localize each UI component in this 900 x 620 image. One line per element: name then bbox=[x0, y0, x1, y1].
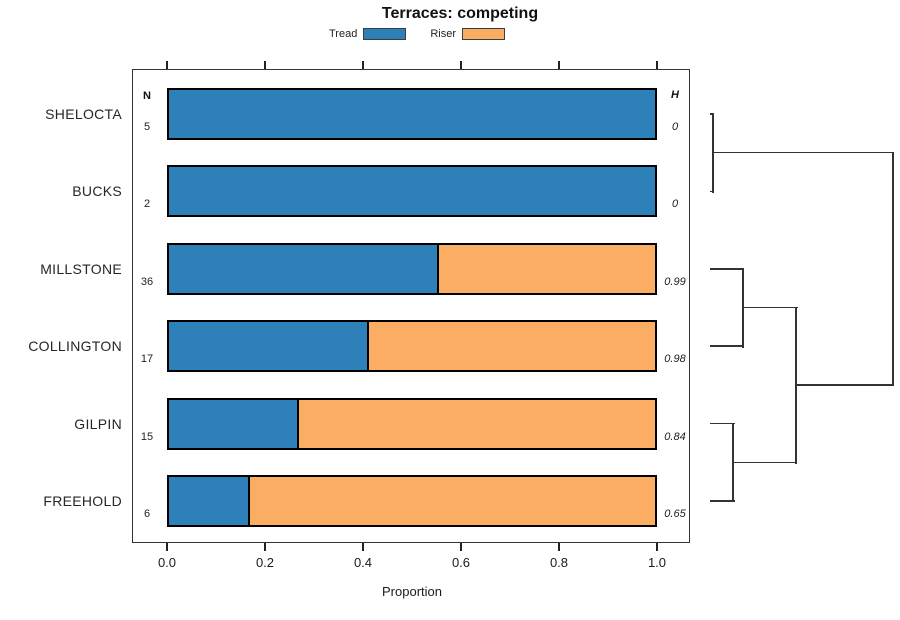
dendrogram-segment bbox=[712, 151, 895, 154]
bar-millstone bbox=[167, 242, 657, 295]
x-tick-bottom bbox=[264, 543, 266, 551]
n-value: 2 bbox=[143, 198, 151, 211]
n-column-header: N bbox=[143, 90, 151, 102]
x-tick-bottom bbox=[656, 543, 658, 551]
row-label-millstone: MILLSTONE bbox=[40, 260, 122, 277]
row-label-freehold: FREEHOLD bbox=[43, 493, 122, 509]
bar-segment-tread bbox=[169, 244, 440, 293]
x-tick-top bbox=[264, 61, 266, 69]
dendrogram-segment bbox=[795, 307, 797, 464]
legend-swatch-tread bbox=[363, 28, 407, 40]
n-value: 17 bbox=[140, 353, 154, 366]
x-tick-label: 0.0 bbox=[157, 555, 177, 570]
bar-shelocta bbox=[167, 88, 657, 140]
h-value: 0 bbox=[671, 121, 679, 133]
legend: Tread Riser bbox=[317, 26, 517, 42]
x-tick-label: 0.4 bbox=[353, 555, 373, 570]
row-label-collington: COLLINGTON bbox=[28, 338, 122, 355]
x-tick-bottom bbox=[166, 543, 168, 551]
dendrogram-segment bbox=[710, 345, 745, 347]
dendrogram-segment bbox=[710, 268, 745, 270]
dendrogram-segment bbox=[710, 500, 735, 502]
bar-segment-riser bbox=[369, 322, 655, 371]
x-tick-bottom bbox=[460, 543, 462, 551]
dendrogram-segment bbox=[710, 422, 735, 425]
plot-area bbox=[132, 69, 690, 543]
bar-segment-tread bbox=[169, 477, 251, 525]
bar-segment-riser bbox=[298, 399, 655, 448]
x-tick-label: 0.2 bbox=[255, 555, 275, 570]
h-value: 0.65 bbox=[664, 508, 686, 520]
legend-label-riser: Riser bbox=[430, 28, 456, 40]
row-label-shelocta: SHELOCTA bbox=[45, 106, 122, 122]
legend-item-riser: Riser bbox=[430, 28, 505, 40]
x-tick-label: 0.8 bbox=[549, 555, 569, 570]
bar-bucks bbox=[167, 165, 657, 218]
dendrogram-segment bbox=[742, 306, 798, 309]
x-tick-label: 0.6 bbox=[451, 555, 471, 570]
h-value: 0.99 bbox=[664, 275, 686, 288]
dendrogram-segment bbox=[710, 190, 715, 193]
dendrogram-segment bbox=[710, 113, 715, 115]
bar-collington bbox=[167, 320, 657, 373]
row-label-bucks: BUCKS bbox=[72, 183, 122, 200]
legend-label-tread: Tread bbox=[329, 28, 358, 40]
x-tick-bottom bbox=[558, 543, 560, 551]
bar-gilpin bbox=[167, 397, 657, 450]
h-value: 0.84 bbox=[664, 430, 686, 443]
h-value: 0.98 bbox=[664, 353, 686, 366]
n-value: 5 bbox=[143, 121, 151, 133]
bar-segment-tread bbox=[169, 322, 370, 371]
bar-freehold bbox=[167, 475, 657, 527]
x-tick-top bbox=[656, 61, 658, 69]
bar-segment-tread bbox=[169, 399, 299, 448]
x-tick-top bbox=[460, 61, 462, 69]
n-value: 36 bbox=[140, 275, 154, 288]
dendrogram-segment bbox=[732, 423, 734, 503]
x-axis-label: Proportion bbox=[382, 584, 442, 599]
h-value: 0 bbox=[671, 198, 679, 211]
x-tick-top bbox=[558, 61, 560, 69]
n-value: 15 bbox=[140, 430, 154, 443]
h-column-header: H bbox=[671, 89, 679, 101]
x-tick-bottom bbox=[362, 543, 364, 551]
bar-segment-riser bbox=[250, 477, 655, 525]
bar-segment-tread bbox=[169, 90, 655, 138]
x-tick-top bbox=[362, 61, 364, 69]
chart-title: Terraces: competing bbox=[381, 5, 539, 22]
dendrogram-segment bbox=[733, 461, 798, 464]
n-value: 6 bbox=[143, 508, 151, 520]
dendrogram-segment bbox=[796, 384, 895, 386]
x-tick-label: 1.0 bbox=[647, 555, 667, 570]
x-tick-top bbox=[166, 61, 168, 69]
legend-swatch-riser bbox=[462, 28, 505, 40]
legend-item-tread: Tread bbox=[329, 28, 407, 40]
dendrogram-segment bbox=[892, 152, 894, 387]
row-label-gilpin: GILPIN bbox=[74, 415, 122, 432]
bar-segment-riser bbox=[439, 244, 655, 293]
dendrogram-segment bbox=[742, 268, 744, 348]
bar-segment-tread bbox=[169, 167, 655, 216]
